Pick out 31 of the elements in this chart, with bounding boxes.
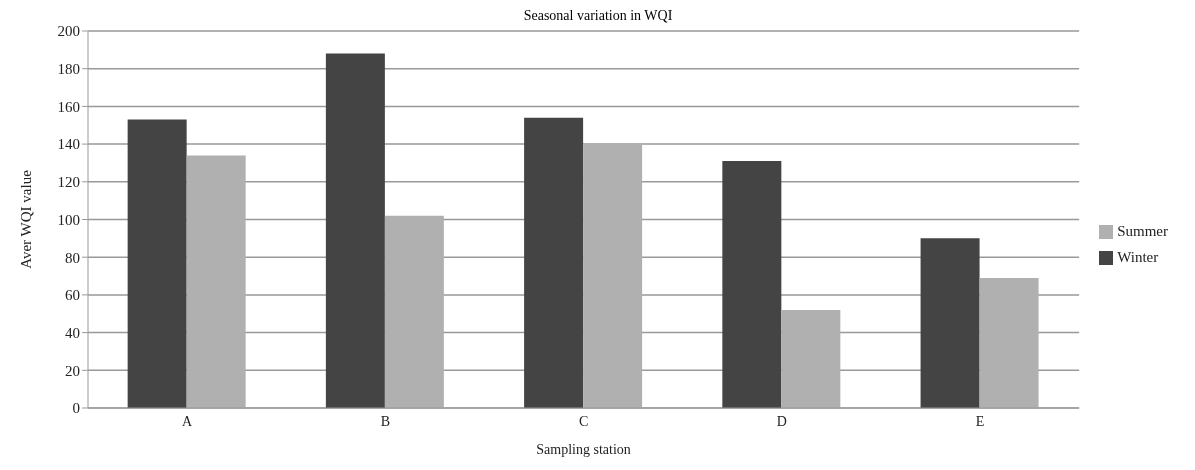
bar [524, 117, 584, 408]
y-tick-label: 180 [57, 61, 80, 78]
bar [781, 309, 841, 408]
bar [384, 215, 444, 408]
x-tick-label: C [578, 413, 589, 429]
bar [722, 161, 782, 408]
bar [186, 155, 246, 408]
x-tick-label: B [380, 413, 391, 429]
bar [127, 119, 187, 408]
y-tick-label: 200 [57, 23, 80, 40]
y-tick-label: 80 [65, 249, 80, 266]
bar [583, 144, 643, 408]
y-tick-label: 120 [57, 174, 80, 191]
y-tick-label: 20 [65, 362, 80, 379]
x-axis-title: Sampling station [536, 442, 631, 457]
y-tick-label: 60 [65, 287, 80, 304]
y-tick-label: 40 [65, 324, 80, 341]
x-tick-label: E [975, 413, 985, 429]
chart-title: Seasonal variation in WQI [523, 8, 673, 23]
x-tick-label: D [776, 413, 787, 429]
bar [325, 53, 385, 408]
legend-label: Summer [1117, 222, 1168, 239]
legend-label: Winter [1117, 248, 1159, 265]
bar [920, 238, 980, 408]
bar [979, 277, 1039, 408]
x-tick-label: A [182, 413, 194, 429]
y-tick-label: 0 [72, 400, 80, 417]
y-tick-label: 140 [57, 136, 80, 153]
y-tick-label: 100 [57, 211, 80, 228]
y-axis-title: Aver WQI value [18, 169, 35, 269]
y-tick-label: 160 [57, 98, 80, 115]
